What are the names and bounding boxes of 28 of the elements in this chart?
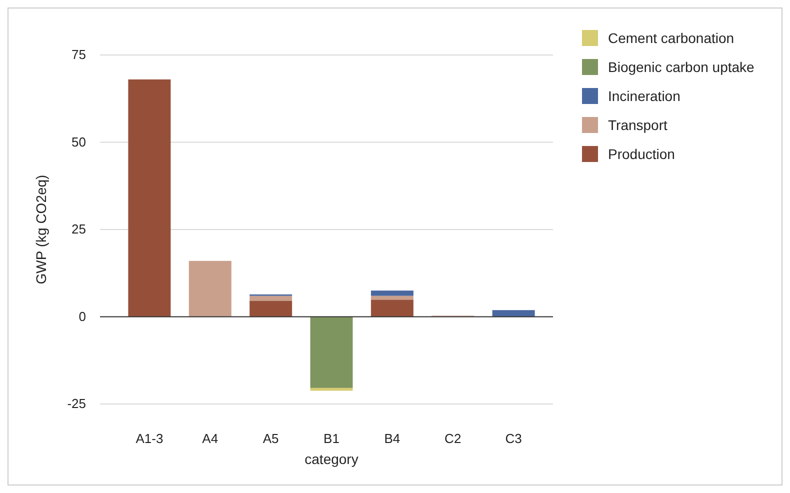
bar <box>370 300 414 317</box>
bar <box>370 296 414 300</box>
bar <box>310 316 353 388</box>
bar <box>128 79 171 317</box>
legend-label: Cement carbonation <box>608 30 734 46</box>
x-tick-label: B4 <box>384 431 400 446</box>
bar <box>188 260 232 317</box>
x-tick-label: A4 <box>202 431 218 446</box>
y-axis-title: GWP (kg CO2eq) <box>33 174 49 284</box>
bar <box>250 296 292 301</box>
x-tick-label: C3 <box>505 431 522 446</box>
y-tick-label: 75 <box>72 47 86 62</box>
x-tick-label: A1-3 <box>136 431 164 446</box>
legend-label: Production <box>608 146 675 162</box>
x-tick-label: C2 <box>444 431 462 446</box>
y-tick-label: 0 <box>78 308 86 324</box>
x-axis-title: category <box>304 451 358 467</box>
legend-label: Incineration <box>608 88 680 104</box>
legend-label: Biogenic carbon uptake <box>608 59 755 75</box>
y-tick-label: 25 <box>72 222 86 237</box>
x-tick-label: B1 <box>324 431 340 446</box>
bar <box>250 300 292 317</box>
y-tick-label: 50 <box>72 134 86 150</box>
bar <box>370 290 414 296</box>
bar <box>492 310 535 317</box>
legend-label: Transport <box>608 117 668 133</box>
x-tick-label: A5 <box>262 431 279 446</box>
y-tick-label: -25 <box>67 396 86 412</box>
